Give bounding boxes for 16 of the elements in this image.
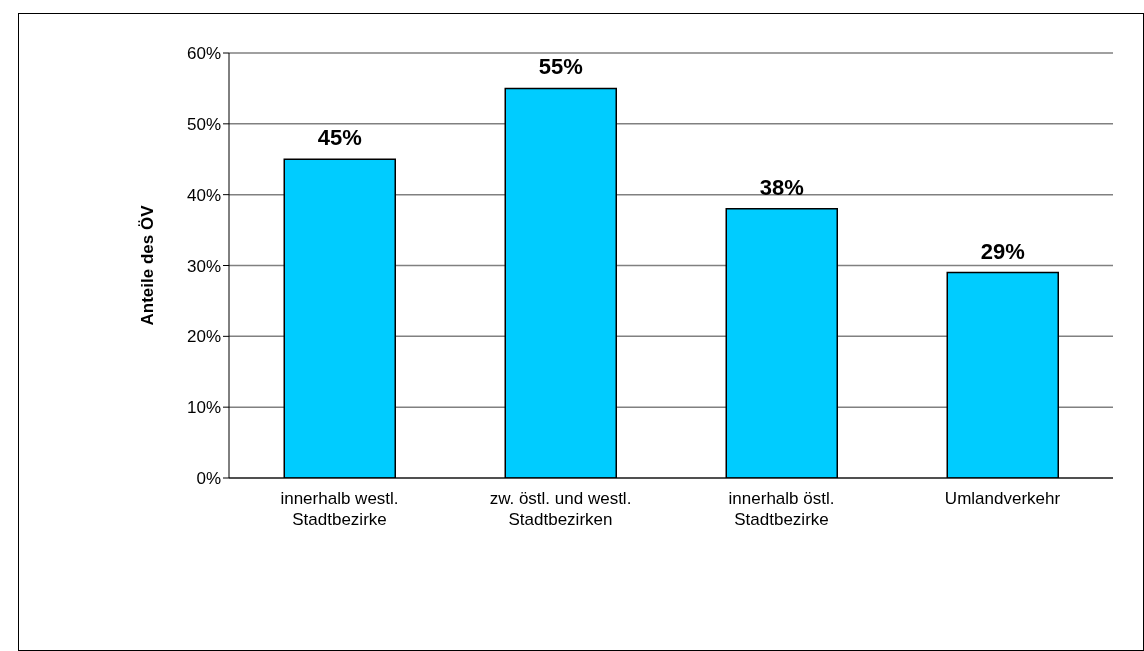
y-tick-label: 60%: [186, 44, 221, 64]
y-tick-label: 0%: [196, 469, 221, 489]
x-tick-label: Umlandverkehr: [944, 489, 1061, 508]
data-label: 38%: [759, 174, 804, 200]
data-label: 55%: [538, 54, 583, 80]
data-label: 45%: [317, 125, 362, 151]
y-tick-label: 40%: [186, 185, 221, 205]
data-label: 29%: [980, 238, 1025, 264]
y-tick-label: 10%: [186, 398, 221, 418]
x-tick-label: innerhalb östl. Stadtbezirke: [728, 489, 835, 529]
y-tick-label: 20%: [186, 327, 221, 347]
x-tick-label: innerhalb westl. Stadtbezirke: [280, 489, 399, 529]
y-axis-title: Anteile des ÖV: [138, 204, 158, 326]
y-tick-label: 30%: [186, 256, 221, 276]
y-tick-label: 50%: [186, 114, 221, 134]
x-tick-label: zw. östl. und westl. Stadtbezirken: [489, 489, 632, 529]
